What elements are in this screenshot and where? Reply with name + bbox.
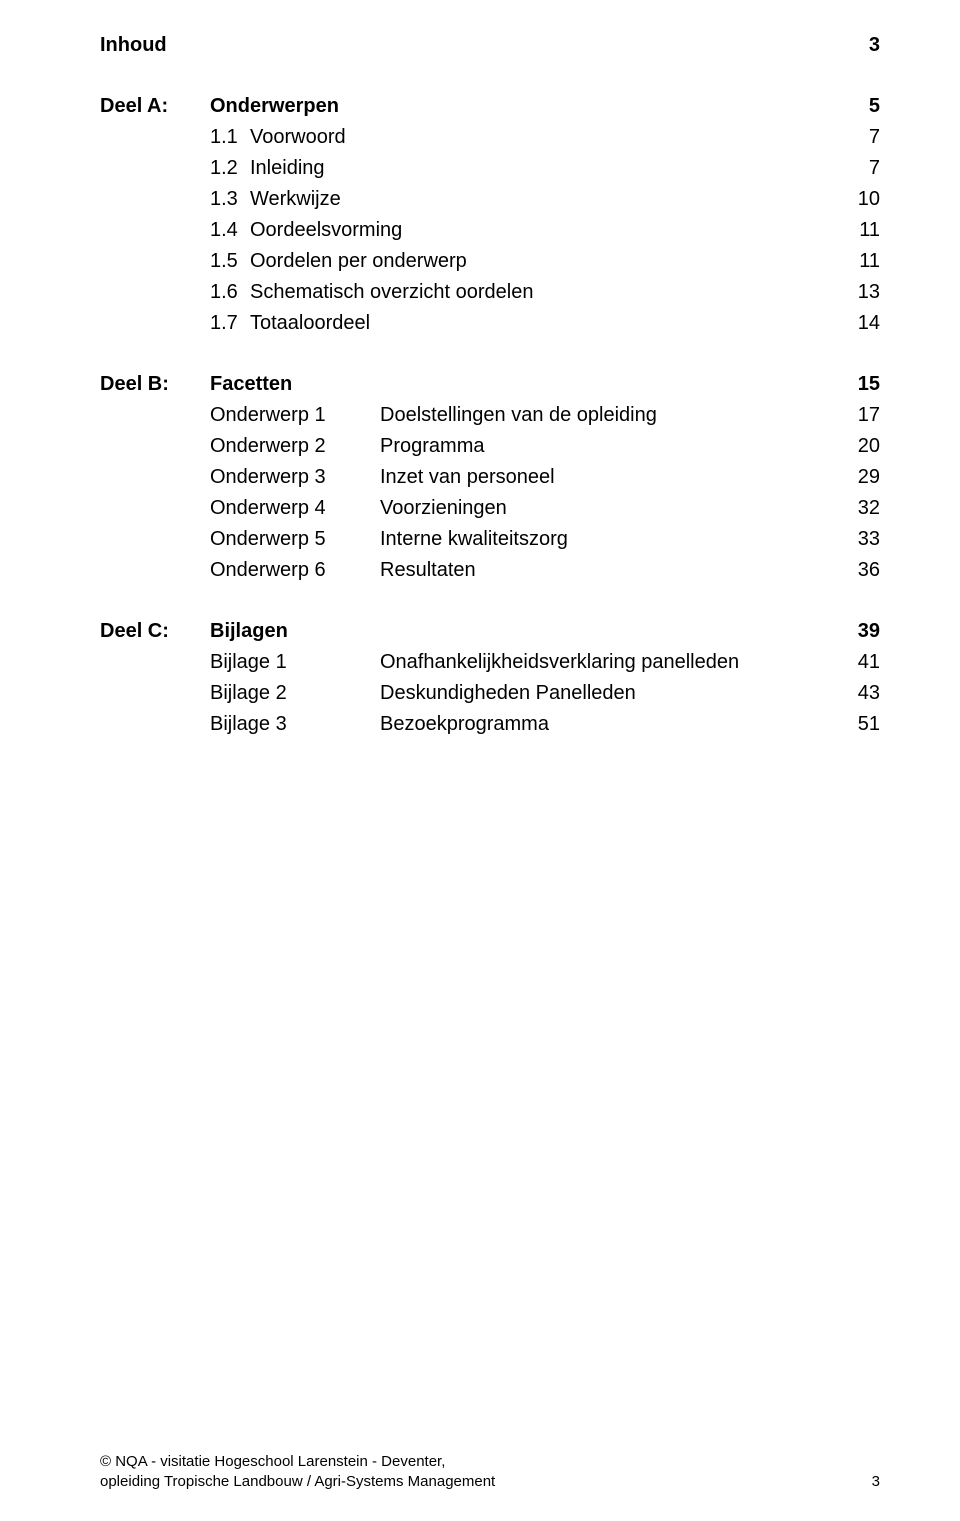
toc-entry: 1.5Oordelen per onderwerp11 xyxy=(100,246,880,277)
entry-page: 29 xyxy=(840,462,880,493)
entry-page: 11 xyxy=(840,246,880,277)
toc-entry: Onderwerp 5Interne kwaliteitszorg33 xyxy=(100,524,880,555)
toc-title-page: 3 xyxy=(840,30,880,61)
toc-section-heading: Deel A:Onderwerpen5 xyxy=(100,91,880,122)
toc-entry: 1.6Schematisch overzicht oordelen13 xyxy=(100,277,880,308)
entry-number: Onderwerp 2 xyxy=(210,431,380,462)
entry-page: 13 xyxy=(840,277,880,308)
entry-label: Totaaloordeel xyxy=(250,308,840,339)
toc-section-heading: Deel C:Bijlagen39 xyxy=(100,616,880,647)
section-page: 15 xyxy=(840,369,880,400)
section-title: Onderwerpen xyxy=(210,91,840,122)
toc-entry: 1.7Totaaloordeel14 xyxy=(100,308,880,339)
toc-title: Inhoud xyxy=(100,30,167,61)
toc-entry: 1.4Oordeelsvorming11 xyxy=(100,215,880,246)
toc-entry: 1.1Voorwoord7 xyxy=(100,122,880,153)
entry-label: Deskundigheden Panelleden xyxy=(380,678,840,709)
entry-number: Onderwerp 3 xyxy=(210,462,380,493)
entry-number: Onderwerp 4 xyxy=(210,493,380,524)
toc-entry: Onderwerp 6Resultaten36 xyxy=(100,555,880,586)
entry-page: 10 xyxy=(840,184,880,215)
section-title: Bijlagen xyxy=(210,616,840,647)
entry-label: Oordelen per onderwerp xyxy=(250,246,840,277)
entry-page: 17 xyxy=(840,400,880,431)
entry-number: Onderwerp 6 xyxy=(210,555,380,586)
entry-page: 20 xyxy=(840,431,880,462)
entry-number: Bijlage 2 xyxy=(210,678,380,709)
entry-label: Bezoekprogramma xyxy=(380,709,840,740)
toc-entry: Bijlage 1Onafhankelijkheidsverklaring pa… xyxy=(100,647,880,678)
entry-page: 7 xyxy=(840,153,880,184)
toc-entry: 1.2Inleiding7 xyxy=(100,153,880,184)
entry-number: Bijlage 3 xyxy=(210,709,380,740)
entry-label: Oordeelsvorming xyxy=(250,215,840,246)
entry-page: 7 xyxy=(840,122,880,153)
entry-page: 14 xyxy=(840,308,880,339)
entry-label: Doelstellingen van de opleiding xyxy=(380,400,840,431)
toc-entry: Onderwerp 3Inzet van personeel29 xyxy=(100,462,880,493)
entry-number: 1.6 xyxy=(210,277,250,308)
entry-page: 36 xyxy=(840,555,880,586)
entry-number: 1.7 xyxy=(210,308,250,339)
entry-page: 51 xyxy=(840,709,880,740)
entry-label: Interne kwaliteitszorg xyxy=(380,524,840,555)
entry-label: Werkwijze xyxy=(250,184,840,215)
entry-label: Voorwoord xyxy=(250,122,840,153)
section-page: 39 xyxy=(840,616,880,647)
entry-number: 1.1 xyxy=(210,122,250,153)
toc-entry: Onderwerp 1Doelstellingen van de opleidi… xyxy=(100,400,880,431)
section-title: Facetten xyxy=(210,369,840,400)
entry-page: 41 xyxy=(840,647,880,678)
toc-entry: 1.3Werkwijze10 xyxy=(100,184,880,215)
entry-label: Resultaten xyxy=(380,555,840,586)
entry-label: Voorzieningen xyxy=(380,493,840,524)
entry-number: 1.2 xyxy=(210,153,250,184)
entry-label: Onafhankelijkheidsverklaring panelleden xyxy=(380,647,840,678)
toc-header: Inhoud 3 xyxy=(100,30,880,61)
entry-number: 1.5 xyxy=(210,246,250,277)
entry-label: Programma xyxy=(380,431,840,462)
section-label: Deel C: xyxy=(100,616,210,647)
entry-page: 11 xyxy=(840,215,880,246)
entry-number: Onderwerp 5 xyxy=(210,524,380,555)
section-page: 5 xyxy=(840,91,880,122)
footer-line-2: opleiding Tropische Landbouw / Agri-Syst… xyxy=(100,1472,495,1492)
entry-page: 32 xyxy=(840,493,880,524)
section-label: Deel A: xyxy=(100,91,210,122)
footer-line-1: © NQA - visitatie Hogeschool Larenstein … xyxy=(100,1452,495,1472)
entry-page: 43 xyxy=(840,678,880,709)
entry-number: 1.4 xyxy=(210,215,250,246)
page-footer: © NQA - visitatie Hogeschool Larenstein … xyxy=(100,1452,880,1491)
toc-entry: Onderwerp 2Programma20 xyxy=(100,431,880,462)
entry-number: 1.3 xyxy=(210,184,250,215)
toc-entry: Onderwerp 4Voorzieningen32 xyxy=(100,493,880,524)
entry-number: Onderwerp 1 xyxy=(210,400,380,431)
toc-section-heading: Deel B:Facetten15 xyxy=(100,369,880,400)
entry-label: Inzet van personeel xyxy=(380,462,840,493)
footer-page-number: 3 xyxy=(872,1472,880,1492)
entry-label: Inleiding xyxy=(250,153,840,184)
section-label: Deel B: xyxy=(100,369,210,400)
entry-page: 33 xyxy=(840,524,880,555)
entry-number: Bijlage 1 xyxy=(210,647,380,678)
entry-label: Schematisch overzicht oordelen xyxy=(250,277,840,308)
toc-entry: Bijlage 3Bezoekprogramma51 xyxy=(100,709,880,740)
toc-entry: Bijlage 2Deskundigheden Panelleden43 xyxy=(100,678,880,709)
